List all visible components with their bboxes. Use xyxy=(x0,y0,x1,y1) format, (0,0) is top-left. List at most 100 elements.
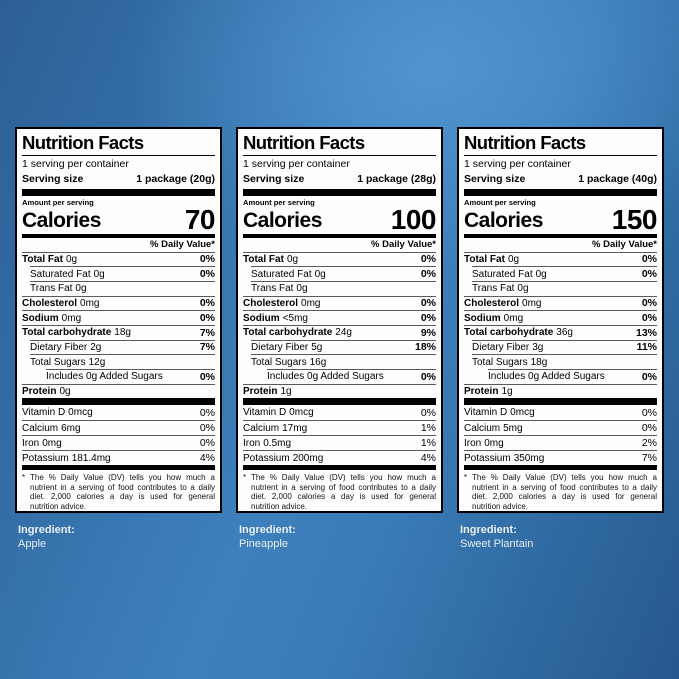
nutrient-row: Total Fat 0g 0% xyxy=(243,251,436,267)
nutrient-amount: 12g xyxy=(88,356,106,368)
nutrient-name: Total Sugars xyxy=(30,356,86,368)
title-divider xyxy=(243,155,436,156)
thick-divider-bar xyxy=(464,188,657,196)
nutrient-row: Total Sugars 16g xyxy=(251,354,436,369)
daily-value-percent: 0% xyxy=(199,268,215,281)
nutrient-cell: Protein 1g xyxy=(464,386,513,397)
nutrient-name: Vitamin D xyxy=(243,407,287,419)
nutrient-name: Calcium xyxy=(464,422,501,434)
medium-divider-bar xyxy=(243,465,436,470)
title-divider xyxy=(22,155,215,156)
nutrient-rows: Total Fat 0g 0% Saturated Fat 0g 0% Trans Fat 0… xyxy=(464,251,657,399)
nutrient-cell: Potassium 350mg xyxy=(464,453,544,464)
calories-value: 70 xyxy=(184,203,216,235)
nutrient-cell: Cholesterol 0mg xyxy=(464,298,541,309)
nutrient-row: Protein 1g xyxy=(243,383,436,399)
nutrient-cell: Trans Fat 0g xyxy=(251,283,308,294)
nutrient-name: Calcium xyxy=(243,422,280,434)
vitamin-row: Iron 0mg 0% xyxy=(22,435,215,450)
calories-label: Calories xyxy=(243,208,322,232)
nutrient-row: Includes 0g Added Sugars 0% xyxy=(267,369,436,384)
thick-divider-bar xyxy=(22,398,215,406)
nutrient-row: Protein 0g xyxy=(22,383,215,399)
nutrient-amount: 0g xyxy=(65,253,78,265)
daily-value-percent: 4% xyxy=(420,452,436,465)
nutrient-name: Cholesterol xyxy=(22,297,78,309)
daily-value-percent: 1% xyxy=(420,437,436,450)
daily-value-percent: 9% xyxy=(420,326,436,339)
serving-size-row: Serving size 1 package (40g) xyxy=(464,172,657,186)
vitamin-row: Iron 0.5mg 1% xyxy=(243,435,436,450)
nutrient-cell: Cholesterol 0mg xyxy=(243,298,320,309)
nutrient-row: Trans Fat 0g xyxy=(251,280,436,296)
ingredient-value: Pineapple xyxy=(239,537,288,550)
nutrient-amount: 0mg xyxy=(42,437,62,449)
footnote-text: The % Daily Value (DV) tells you how muc… xyxy=(472,472,657,511)
vitamin-row: Iron 0mg 2% xyxy=(464,435,657,450)
nutrient-amount: 0g xyxy=(517,283,529,295)
medium-divider-bar xyxy=(243,233,436,238)
daily-value-percent: 0% xyxy=(420,312,436,325)
nutrient-amount: 0mcg xyxy=(68,407,93,419)
nutrient-amount: 0mg xyxy=(61,312,82,324)
serving-size-value: 1 package (40g) xyxy=(578,172,657,185)
serving-size-value: 1 package (20g) xyxy=(136,172,215,185)
nutrient-amount: 2g xyxy=(90,341,102,353)
nutrient-amount: 0mcg xyxy=(510,407,535,419)
daily-value-percent: 0% xyxy=(641,370,657,383)
nutrition-labels-row: Nutrition Facts 1 serving per container … xyxy=(15,127,664,551)
ingredient-label: Ingredient: xyxy=(239,524,296,536)
nutrient-name: Total carbohydrate xyxy=(22,327,112,339)
daily-value-percent: 0% xyxy=(641,297,657,310)
vitamin-row: Calcium 17mg 1% xyxy=(243,420,436,435)
nutrient-cell: Iron 0mg xyxy=(464,438,504,449)
nutrient-cell: Total carbohydrate 18g xyxy=(22,327,131,338)
daily-value-percent: 0% xyxy=(199,406,215,419)
daily-value-percent: 0% xyxy=(199,312,215,325)
nutrient-row: Total carbohydrate 18g 7% xyxy=(22,324,215,340)
footnote: * The % Daily Value (DV) tells you how m… xyxy=(22,473,215,511)
serving-size-value: 1 package (28g) xyxy=(357,172,436,185)
nutrient-name: Includes 0g Added Sugars xyxy=(267,371,384,383)
ingredient-block: Ingredient: Apple xyxy=(15,524,222,551)
nutrient-cell: Includes 0g Added Sugars xyxy=(267,371,384,382)
nutrient-amount: 1g xyxy=(501,386,513,398)
nutrient-amount: 16g xyxy=(309,356,327,368)
serving-size-label: Serving size xyxy=(22,172,84,185)
nutrient-row: Saturated Fat 0g 0% xyxy=(251,266,436,281)
nutrient-amount: 0mg xyxy=(80,297,100,309)
amount-per-serving-label: Amount per serving xyxy=(243,197,315,207)
nutrient-row: Includes 0g Added Sugars 0% xyxy=(46,369,215,384)
daily-value-percent: 0% xyxy=(420,268,436,281)
nutrient-cell: Potassium 200mg xyxy=(243,453,323,464)
nutrient-amount: 0g xyxy=(75,283,87,295)
nutrient-row: Total Sugars 12g xyxy=(30,354,215,369)
nutrient-name: Total Sugars xyxy=(472,356,528,368)
nutrient-amount: 5g xyxy=(311,341,323,353)
nutrient-cell: Total carbohydrate 36g xyxy=(464,327,573,338)
nutrient-row: Includes 0g Added Sugars 0% xyxy=(488,369,657,384)
nutrient-name: Total carbohydrate xyxy=(464,327,554,339)
servings-per-container: 1 serving per container xyxy=(22,158,129,170)
nutrient-amount: 0g xyxy=(314,268,326,280)
medium-divider-bar xyxy=(464,465,657,470)
nutrient-name: Iron xyxy=(464,437,482,449)
serving-size-row: Serving size 1 package (20g) xyxy=(22,172,215,186)
serving-size-label: Serving size xyxy=(243,172,305,185)
nutrient-cell: Sodium 0mg xyxy=(464,313,523,324)
daily-value-percent: 11% xyxy=(636,341,657,354)
vitamin-row: Calcium 6mg 0% xyxy=(22,420,215,435)
nutrient-amount: 0.5mg xyxy=(263,437,292,449)
nutrient-cell: Dietary Fiber 3g xyxy=(472,342,543,353)
nutrient-row: Protein 1g xyxy=(464,383,657,399)
calories-label: Calories xyxy=(464,208,543,232)
nutrient-amount: 0g xyxy=(93,268,105,280)
nutrient-amount: 0g xyxy=(535,268,547,280)
daily-value-percent: 0% xyxy=(420,297,436,310)
daily-value-percent: 0% xyxy=(199,297,215,310)
nutrient-cell: Calcium 6mg xyxy=(22,423,81,434)
nutrient-name: Total Sugars xyxy=(251,356,307,368)
nutrient-name: Saturated Fat xyxy=(251,268,312,280)
nutrient-name: Trans Fat xyxy=(30,283,73,295)
calories-value: 150 xyxy=(611,203,658,235)
